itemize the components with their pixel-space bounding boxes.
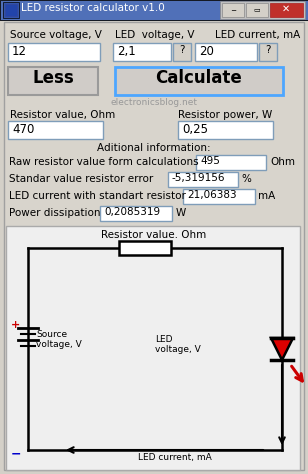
Bar: [6, 226, 300, 470]
Text: ▭: ▭: [254, 6, 260, 12]
Text: 0,25: 0,25: [182, 123, 208, 136]
Bar: [168, 172, 238, 187]
Text: ✕: ✕: [282, 4, 290, 14]
Bar: [119, 241, 171, 255]
Text: -5,319156: -5,319156: [172, 173, 225, 183]
Bar: [115, 67, 283, 95]
Bar: [8, 67, 98, 95]
Text: 20: 20: [199, 45, 214, 58]
Bar: [270, 3, 303, 17]
Bar: [178, 121, 273, 139]
Text: 12: 12: [12, 45, 27, 58]
Bar: [196, 155, 266, 170]
Text: Source
voltage, V: Source voltage, V: [36, 330, 82, 349]
Text: ─: ─: [231, 8, 235, 14]
Text: ?: ?: [265, 45, 271, 55]
Text: Calculate: Calculate: [156, 69, 242, 87]
Text: 21,06383: 21,06383: [187, 190, 237, 200]
Bar: [100, 206, 172, 221]
Text: LED
voltage, V: LED voltage, V: [155, 335, 201, 355]
Text: Source voltage, V: Source voltage, V: [10, 30, 102, 40]
Text: Resistor power, W: Resistor power, W: [178, 110, 272, 120]
Bar: [8, 121, 103, 139]
Bar: [222, 3, 244, 17]
Text: Less: Less: [32, 69, 74, 87]
Bar: [259, 43, 277, 61]
Text: LED current with standart resistor: LED current with standart resistor: [9, 191, 186, 201]
Text: 470: 470: [12, 123, 34, 136]
Bar: [8, 43, 100, 61]
Text: Standar value resistor error: Standar value resistor error: [9, 174, 153, 184]
Text: electronicsblog.net: electronicsblog.net: [111, 98, 197, 107]
Text: 495: 495: [200, 156, 220, 166]
Bar: [246, 3, 268, 17]
Bar: [220, 1, 305, 19]
Bar: [0, 0, 308, 20]
Text: LED current, mA: LED current, mA: [138, 453, 211, 462]
Text: Resistor value, Ohm: Resistor value, Ohm: [10, 110, 115, 120]
Text: 2,1: 2,1: [117, 45, 136, 58]
Text: Resistor value. Ohm: Resistor value. Ohm: [101, 230, 207, 240]
Text: Power dissipation: Power dissipation: [9, 208, 100, 218]
Bar: [5, 4, 17, 16]
Text: Aditional information:: Aditional information:: [97, 143, 211, 153]
Text: Ohm: Ohm: [270, 157, 295, 167]
Text: Raw resistor value form calculations: Raw resistor value form calculations: [9, 157, 199, 167]
Bar: [0, 0, 308, 20]
Polygon shape: [271, 338, 293, 360]
Text: LED  voltage, V: LED voltage, V: [115, 30, 194, 40]
Text: 0,2085319: 0,2085319: [104, 207, 160, 217]
Text: LED current, mA: LED current, mA: [215, 30, 300, 40]
Bar: [195, 43, 257, 61]
Text: ?: ?: [179, 45, 185, 55]
Bar: [3, 2, 19, 18]
Bar: [173, 43, 191, 61]
Text: %: %: [241, 174, 251, 184]
Text: W: W: [176, 208, 186, 218]
Text: +: +: [11, 320, 21, 330]
Text: mA: mA: [258, 191, 275, 201]
Text: −: −: [11, 448, 21, 461]
Bar: [113, 43, 171, 61]
Bar: [183, 189, 255, 204]
Text: LED resistor calculator v1.0: LED resistor calculator v1.0: [21, 3, 165, 13]
